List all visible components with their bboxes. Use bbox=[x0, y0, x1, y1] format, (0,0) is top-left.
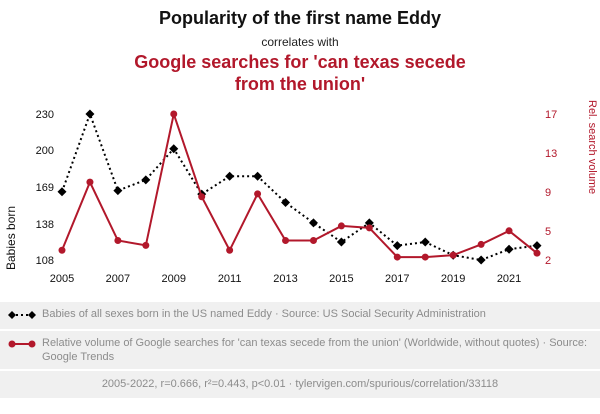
black-series-marker-icon bbox=[8, 307, 42, 324]
legend-row-searches: Relative volume of Google searches for '… bbox=[0, 330, 600, 370]
svg-text:2017: 2017 bbox=[385, 273, 409, 285]
svg-text:13: 13 bbox=[545, 148, 557, 160]
svg-text:230: 230 bbox=[36, 109, 54, 121]
svg-text:169: 169 bbox=[36, 182, 54, 194]
svg-text:108: 108 bbox=[36, 255, 54, 267]
legend-text-babies: Babies of all sexes born in the US named… bbox=[42, 307, 486, 320]
svg-text:2: 2 bbox=[545, 255, 551, 267]
svg-text:2019: 2019 bbox=[441, 273, 465, 285]
svg-text:2011: 2011 bbox=[218, 273, 242, 285]
svg-text:200: 200 bbox=[36, 144, 54, 156]
svg-text:2005: 2005 bbox=[50, 273, 74, 285]
svg-text:2009: 2009 bbox=[162, 273, 186, 285]
legend-text-searches: Relative volume of Google searches for '… bbox=[42, 336, 588, 364]
svg-text:2013: 2013 bbox=[273, 273, 297, 285]
svg-text:2021: 2021 bbox=[497, 273, 521, 285]
svg-text:5: 5 bbox=[545, 225, 551, 237]
svg-text:17: 17 bbox=[545, 109, 557, 121]
correlated-title: Google searches for 'can texas secede fr… bbox=[134, 51, 466, 95]
svg-text:2007: 2007 bbox=[106, 273, 130, 285]
left-axis-label: Babies born bbox=[4, 205, 18, 270]
svg-text:138: 138 bbox=[36, 219, 54, 231]
chart-area: Babies born Rel. search volume 230 200 169… bbox=[0, 100, 600, 302]
footer-text: 2005-2022, r=0.666, r²=0.443, p<0.01 · t… bbox=[101, 378, 499, 391]
connector-text: correlates with bbox=[261, 34, 339, 49]
legend-row-babies: Babies of all sexes born in the US named… bbox=[0, 301, 600, 329]
chart-header: Popularity of the first name Eddy correl… bbox=[0, 0, 600, 96]
svg-text:2015: 2015 bbox=[329, 273, 353, 285]
legend: Babies of all sexes born in the US named… bbox=[0, 301, 600, 370]
svg-text:9: 9 bbox=[545, 186, 551, 198]
right-axis-label: Rel. search volume bbox=[586, 99, 598, 194]
red-series-marker-icon bbox=[8, 336, 42, 353]
footer-bar: 2005-2022, r=0.666, r²=0.443, p<0.01 · t… bbox=[0, 371, 600, 398]
chart-svg: 230 200 169 138 108 17 13 9 5 2 2005 2007 2009 2011 20… bbox=[36, 109, 558, 285]
page-title: Popularity of the first name Eddy bbox=[158, 8, 442, 28]
